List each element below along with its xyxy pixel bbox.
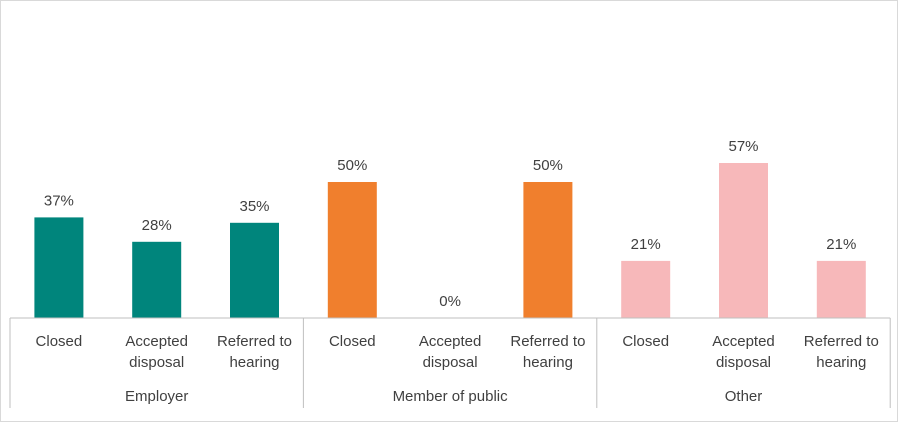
data-label: 35%: [239, 198, 269, 215]
group-label: Employer: [125, 388, 188, 405]
category-label: Accepted: [419, 333, 482, 350]
category-label: Closed: [622, 333, 669, 350]
bar: [621, 260, 671, 318]
bar: [34, 217, 84, 318]
data-label: 0%: [439, 293, 461, 310]
category-label: disposal: [716, 354, 771, 371]
bar: [719, 163, 768, 318]
category-axis: [9, 317, 891, 408]
category-label: hearing: [523, 354, 573, 371]
category-label: disposal: [423, 354, 478, 371]
group-label: Other: [725, 388, 763, 405]
bars-layer: [34, 163, 866, 318]
bar: [523, 182, 573, 318]
bar: [816, 260, 866, 318]
data-label: 50%: [337, 157, 367, 174]
category-label: Referred to: [804, 333, 879, 350]
data-label: 50%: [533, 157, 563, 174]
category-label: Accepted: [712, 333, 775, 350]
category-label: hearing: [229, 354, 279, 371]
labels-layer: 37% Closed 28% Accepted disposal 35% Referred …: [36, 138, 879, 405]
category-label: Referred to: [510, 333, 585, 350]
data-label: 21%: [631, 236, 661, 253]
category-label: Closed: [36, 333, 83, 350]
category-label: Referred to: [217, 333, 292, 350]
data-label: 28%: [142, 217, 172, 234]
data-label: 57%: [728, 138, 758, 155]
bar: [132, 241, 182, 318]
bar: [327, 182, 377, 318]
category-label: Accepted: [125, 333, 188, 350]
category-label: disposal: [129, 354, 184, 371]
group-label: Member of public: [393, 388, 509, 405]
data-label: 21%: [826, 236, 856, 253]
category-label: Closed: [329, 333, 376, 350]
bar: [230, 222, 279, 318]
category-label: hearing: [816, 354, 866, 371]
data-label: 37%: [44, 192, 74, 209]
